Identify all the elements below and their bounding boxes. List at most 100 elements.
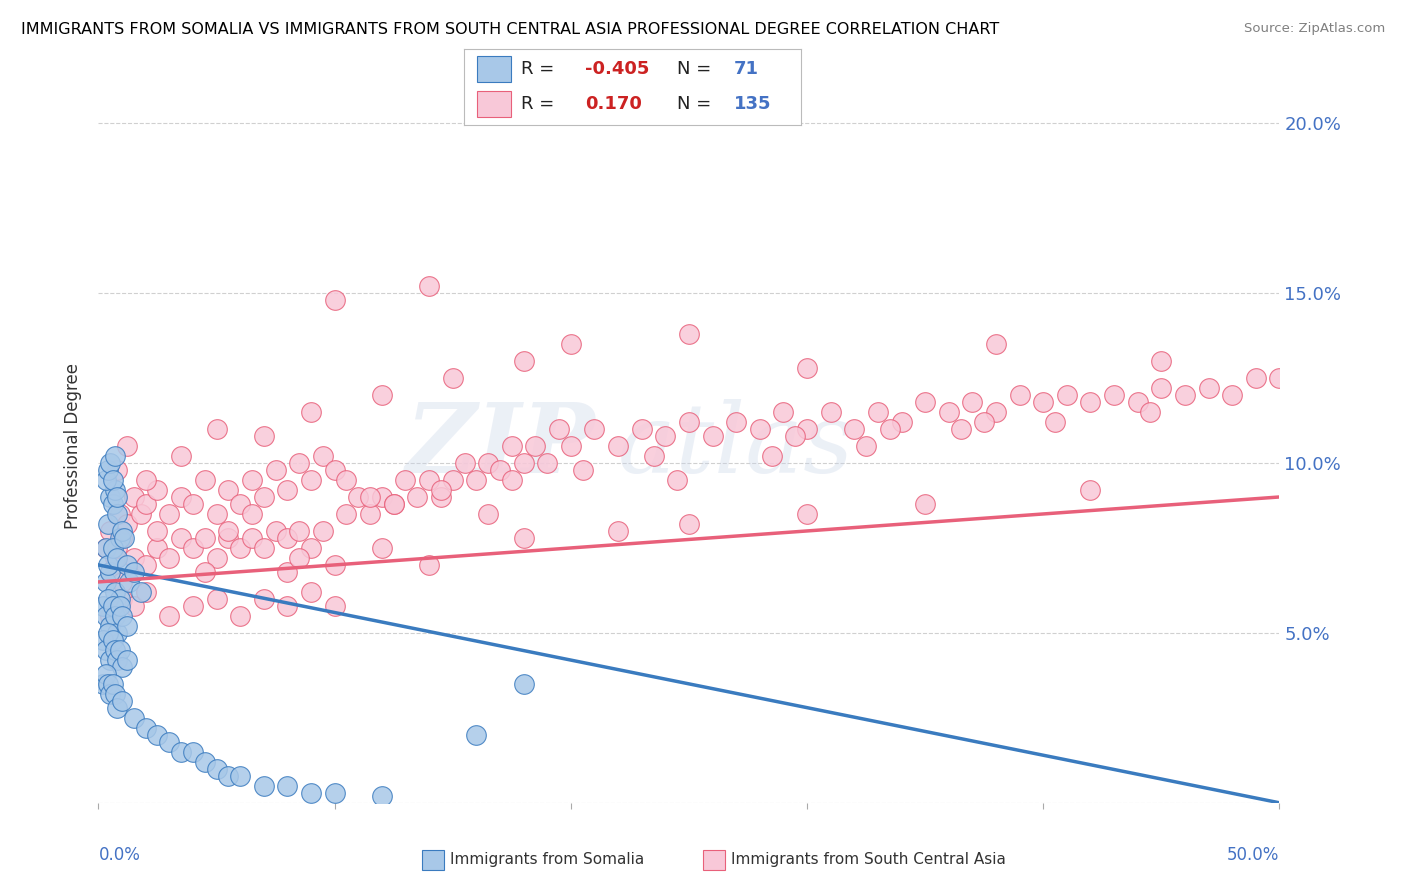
- Point: [299, 786, 322, 800]
- Point: [229, 497, 252, 511]
- Text: atlas: atlas: [619, 399, 855, 493]
- Point: [264, 463, 287, 477]
- Point: [654, 429, 676, 443]
- Point: [181, 541, 204, 555]
- Point: [135, 473, 157, 487]
- Point: [91, 677, 114, 691]
- Point: [489, 463, 512, 477]
- Point: [105, 551, 128, 566]
- Point: [157, 551, 180, 566]
- Point: [98, 565, 121, 579]
- Point: [205, 507, 228, 521]
- Text: R =: R =: [522, 60, 561, 78]
- Point: [122, 599, 145, 613]
- Point: [205, 422, 228, 436]
- Point: [501, 439, 523, 453]
- Point: [299, 585, 322, 599]
- Point: [725, 415, 748, 429]
- Point: [276, 779, 298, 793]
- Point: [111, 591, 134, 606]
- Y-axis label: Professional Degree: Professional Degree: [65, 363, 83, 529]
- Point: [170, 490, 193, 504]
- Point: [371, 789, 394, 803]
- Point: [229, 769, 252, 783]
- Point: [796, 422, 818, 436]
- Point: [94, 643, 117, 657]
- Point: [253, 541, 276, 555]
- Point: [111, 574, 134, 589]
- Point: [129, 507, 152, 521]
- Point: [276, 565, 298, 579]
- Point: [796, 360, 818, 375]
- Point: [678, 326, 700, 341]
- Point: [394, 473, 416, 487]
- Point: [1102, 388, 1125, 402]
- Point: [1139, 405, 1161, 419]
- Point: [98, 608, 121, 623]
- Point: [112, 531, 135, 545]
- Point: [194, 473, 217, 487]
- Point: [94, 608, 117, 623]
- Point: [205, 591, 228, 606]
- Point: [101, 541, 124, 555]
- Point: [105, 507, 128, 521]
- Point: [1198, 381, 1220, 395]
- Point: [101, 632, 124, 647]
- Point: [157, 734, 180, 748]
- Point: [666, 473, 689, 487]
- Point: [115, 558, 138, 572]
- Point: [855, 439, 877, 453]
- Point: [335, 473, 357, 487]
- Point: [430, 483, 453, 498]
- Point: [97, 677, 120, 691]
- Point: [122, 711, 145, 725]
- Point: [105, 490, 128, 504]
- Point: [748, 422, 770, 436]
- Point: [1268, 371, 1291, 385]
- Point: [512, 354, 534, 368]
- Point: [1244, 371, 1267, 385]
- Point: [1032, 394, 1054, 409]
- Point: [607, 439, 630, 453]
- Point: [276, 531, 298, 545]
- Point: [973, 415, 995, 429]
- Point: [264, 524, 287, 538]
- Point: [643, 449, 665, 463]
- Point: [418, 558, 440, 572]
- Point: [105, 541, 128, 555]
- Point: [524, 99, 547, 113]
- Point: [94, 541, 117, 555]
- Point: [253, 591, 276, 606]
- Point: [276, 599, 298, 613]
- Point: [323, 463, 346, 477]
- Point: [146, 728, 169, 742]
- Point: [335, 507, 357, 521]
- Point: [371, 388, 394, 402]
- Point: [371, 490, 394, 504]
- Text: 0.0%: 0.0%: [98, 846, 141, 863]
- Point: [101, 599, 124, 613]
- Point: [382, 497, 405, 511]
- Point: [98, 524, 121, 538]
- Point: [359, 507, 381, 521]
- Point: [772, 405, 794, 419]
- Point: [115, 517, 138, 532]
- Point: [465, 728, 488, 742]
- Point: [678, 415, 700, 429]
- Point: [111, 531, 134, 545]
- Point: [406, 490, 429, 504]
- Point: [205, 762, 228, 776]
- Point: [524, 439, 547, 453]
- Point: [512, 531, 534, 545]
- Point: [465, 473, 488, 487]
- Point: [1150, 354, 1173, 368]
- Text: IMMIGRANTS FROM SOMALIA VS IMMIGRANTS FROM SOUTH CENTRAL ASIA PROFESSIONAL DEGRE: IMMIGRANTS FROM SOMALIA VS IMMIGRANTS FR…: [21, 22, 1000, 37]
- Text: N =: N =: [676, 95, 717, 113]
- Point: [453, 456, 475, 470]
- Point: [205, 551, 228, 566]
- Point: [560, 439, 582, 453]
- Point: [135, 721, 157, 735]
- Point: [312, 449, 335, 463]
- Text: 135: 135: [734, 95, 772, 113]
- Point: [181, 745, 204, 759]
